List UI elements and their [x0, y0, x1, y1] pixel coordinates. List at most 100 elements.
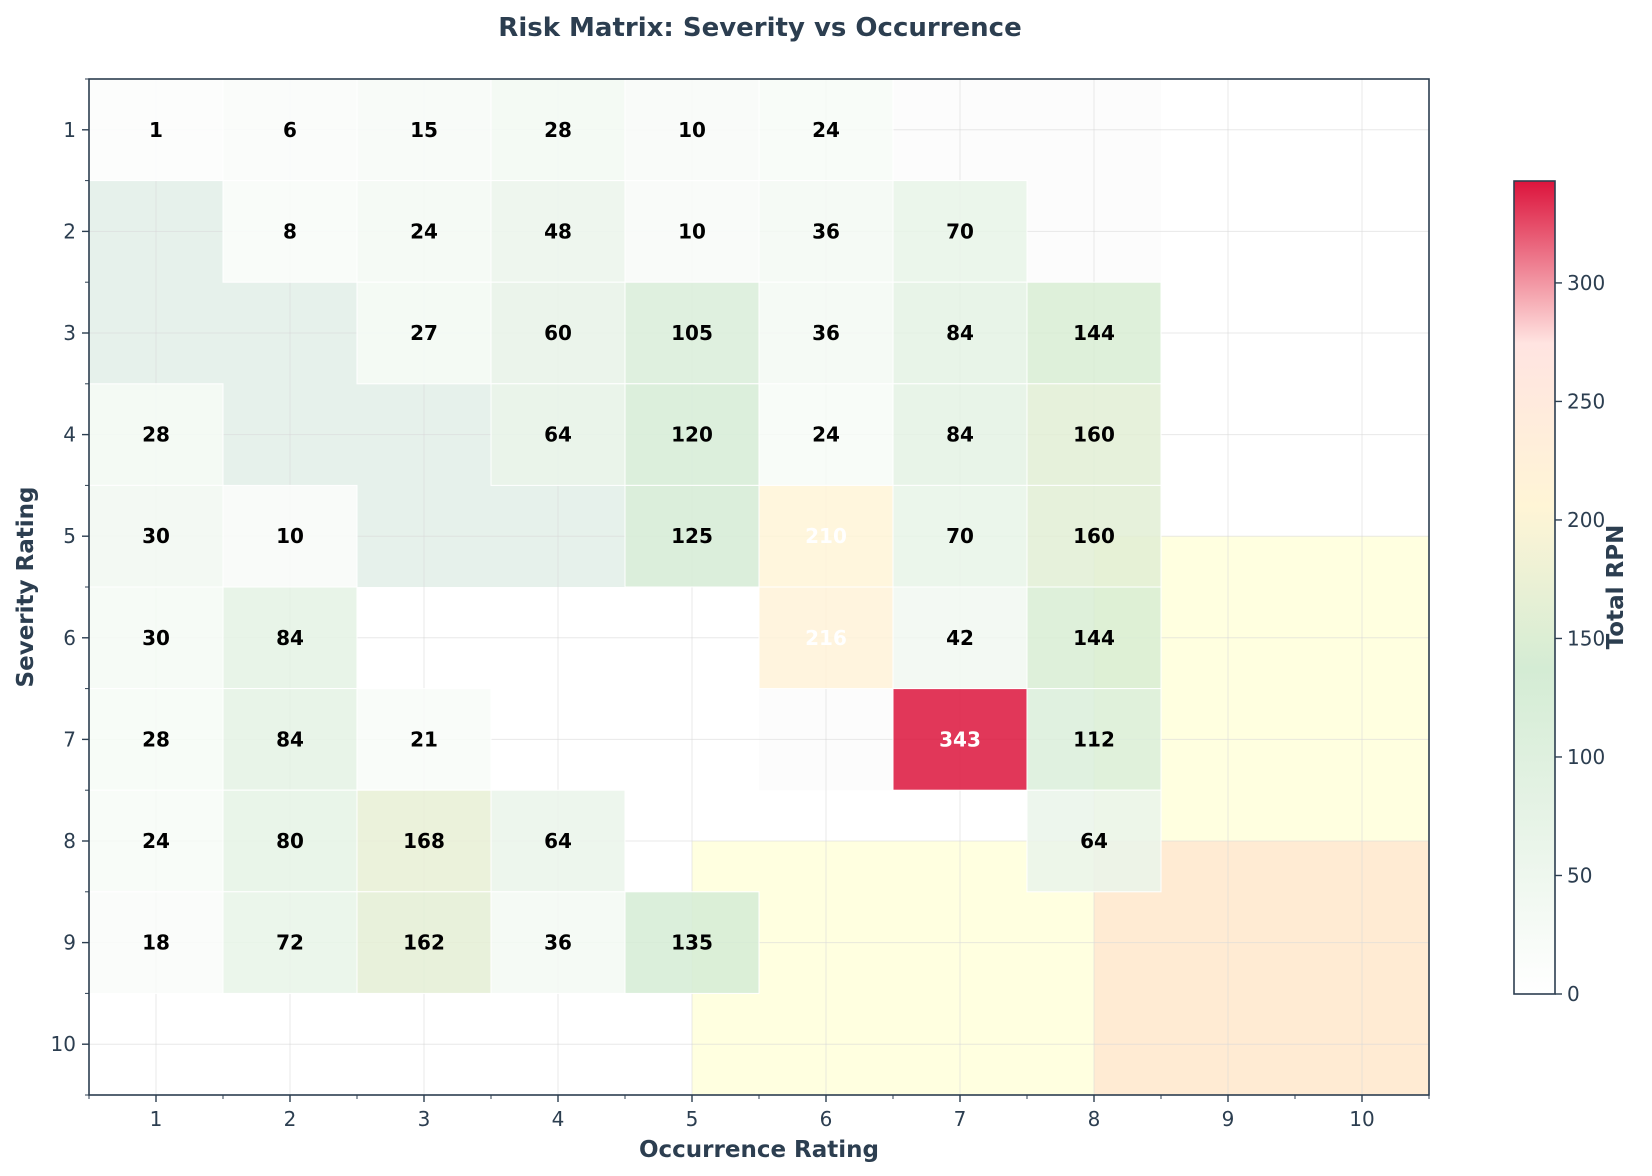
- y-axis-label: Severity Rating: [13, 487, 39, 688]
- cell-value-label: 24: [410, 219, 438, 243]
- heatmap-cell: [490, 180, 626, 283]
- x-tick-label: 6: [820, 1107, 833, 1131]
- heatmap-cells: [88, 78, 1162, 994]
- cell-value-label: 27: [410, 321, 438, 345]
- colorbar-tick-label: 200: [1567, 508, 1605, 532]
- cell-value-label: 105: [671, 321, 713, 345]
- heatmap-cell: [222, 180, 358, 283]
- heatmap-cell: [222, 78, 358, 182]
- cell-value-label: 36: [544, 931, 572, 955]
- cell-value-label: 10: [276, 524, 304, 548]
- cell-value-label: 24: [812, 423, 840, 447]
- cell-value-label: 64: [544, 829, 572, 853]
- chart-title: Risk Matrix: Severity vs Occurrence: [498, 13, 1021, 43]
- x-tick-label: 5: [686, 1107, 699, 1131]
- cell-value-label: 28: [544, 118, 572, 142]
- cell-value-label: 1: [149, 118, 163, 142]
- x-tick-label: 9: [1222, 1107, 1235, 1131]
- cell-value-label: 64: [544, 423, 572, 447]
- cell-value-label: 36: [812, 321, 840, 345]
- cell-value-label: 8: [283, 219, 297, 243]
- cell-value-label: 135: [671, 931, 713, 955]
- y-tick-label: 8: [63, 829, 76, 853]
- heatmap-cell: [892, 484, 1028, 588]
- heatmap-cell: [490, 383, 626, 486]
- heatmap-cell: [88, 891, 224, 994]
- x-tick-label: 4: [552, 1107, 565, 1131]
- colorbar-tick-label: 250: [1567, 389, 1605, 413]
- colorbar-label: Total RPN: [1603, 525, 1629, 650]
- colorbar-tick-label: 100: [1567, 745, 1605, 769]
- colorbar-tick-label: 150: [1567, 626, 1605, 650]
- heatmap-cell: [1026, 484, 1162, 588]
- cell-value-label: 6: [283, 118, 297, 142]
- y-tick-label: 6: [63, 626, 76, 650]
- cell-value-label: 24: [812, 118, 840, 142]
- heatmap-cell: [758, 383, 894, 486]
- cell-value-label: 120: [671, 423, 713, 447]
- heatmap-cell: [624, 891, 760, 994]
- cell-value-label: 30: [142, 524, 170, 548]
- heatmap-cell: [222, 688, 358, 791]
- y-tick-label: 3: [63, 321, 76, 345]
- colorbar-tick-label: 300: [1567, 271, 1605, 295]
- heatmap-cell: [892, 281, 1028, 385]
- cell-value-label: 64: [1080, 829, 1108, 853]
- heatmap-cell: [356, 281, 492, 385]
- cell-value-label: 10: [678, 118, 706, 142]
- y-tick-label: 1: [63, 118, 76, 142]
- cell-value-label: 10: [678, 219, 706, 243]
- heatmap-cell: [222, 484, 358, 588]
- x-tick-label: 3: [418, 1107, 431, 1131]
- cell-value-label: 343: [939, 727, 981, 751]
- heatmap-cell: [1026, 281, 1162, 385]
- heatmap-cell: [892, 180, 1028, 283]
- x-tick-label: 7: [954, 1107, 967, 1131]
- cell-value-label: 60: [544, 321, 572, 345]
- heatmap-cell: [624, 383, 760, 486]
- cell-value-label: 30: [142, 626, 170, 650]
- x-tick-label: 8: [1088, 1107, 1101, 1131]
- y-tick-label: 5: [63, 524, 76, 548]
- cell-value-label: 84: [276, 626, 304, 650]
- cell-value-label: 48: [544, 219, 572, 243]
- cell-value-label: 24: [142, 829, 170, 853]
- x-tick-label: 10: [1349, 1107, 1374, 1131]
- heatmap-cell: [624, 180, 760, 283]
- cell-value-label: 112: [1073, 727, 1115, 751]
- colorbar-tick-label: 0: [1567, 982, 1580, 1006]
- colorbar-gradient: [1513, 180, 1556, 995]
- heatmap-cell: [758, 180, 894, 283]
- heatmap-cell: [758, 586, 894, 690]
- cell-value-label: 70: [946, 524, 974, 548]
- heatmap-cell: [356, 78, 492, 182]
- heatmap-cell: [758, 281, 894, 385]
- cell-value-label: 80: [276, 829, 304, 853]
- heatmap-cell: [624, 484, 760, 588]
- cell-value-label: 70: [946, 219, 974, 243]
- heatmap-cell: [490, 789, 626, 893]
- y-tick-label: 10: [51, 1032, 76, 1056]
- y-tick-label: 2: [63, 219, 76, 243]
- cell-value-label: 84: [946, 423, 974, 447]
- cell-value-label: 168: [403, 829, 445, 853]
- colorbar-tick-label: 50: [1567, 863, 1592, 887]
- cell-value-label: 15: [410, 118, 438, 142]
- heatmap-cell: [490, 891, 626, 994]
- heatmap-cell: [88, 383, 224, 486]
- cell-value-label: 144: [1073, 321, 1115, 345]
- colorbar: 0 50 100 150 200 250 300: [1513, 180, 1605, 1006]
- heatmap-cell: [356, 180, 492, 283]
- cell-value-labels: 1 6 15 28 10 24 8 24 48 10 36 70 27 60 105 36 84 144 28 64 1…: [142, 118, 1115, 955]
- heatmap-cell: [222, 891, 358, 994]
- heatmap-cell: [1026, 383, 1162, 486]
- heatmap-cell: [490, 78, 626, 182]
- cell-value-label: 72: [276, 931, 304, 955]
- cell-value-label: 210: [805, 524, 847, 548]
- cell-value-label: 162: [403, 931, 445, 955]
- cell-value-label: 216: [805, 626, 847, 650]
- cell-value-label: 28: [142, 423, 170, 447]
- heatmap-cell: [758, 484, 894, 588]
- heatmap-cell: [88, 789, 224, 893]
- cell-value-label: 21: [410, 727, 438, 751]
